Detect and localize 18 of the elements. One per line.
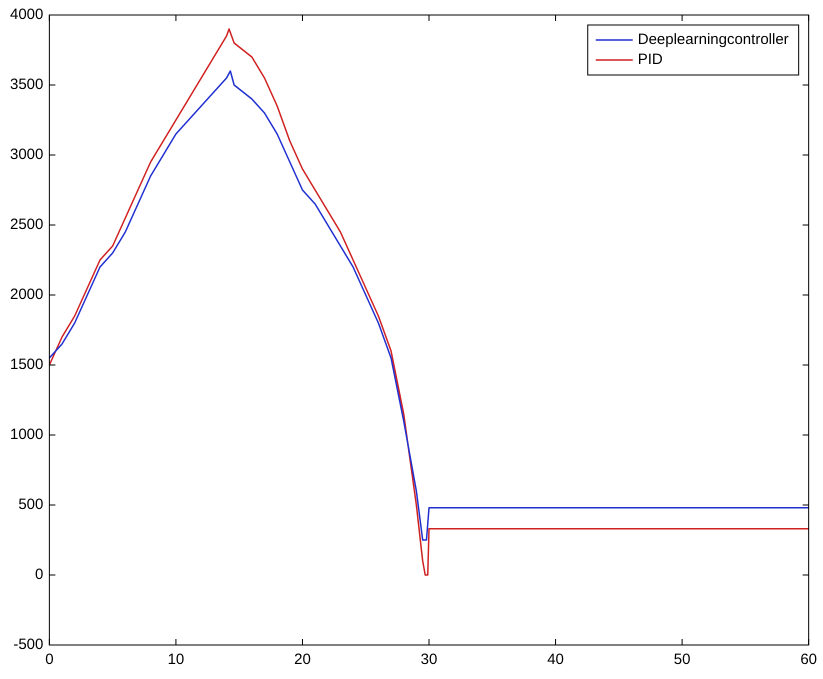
y-tick-label: 500: [18, 496, 44, 514]
y-tick-label: 3000: [10, 146, 44, 164]
y-tick-label: 2500: [10, 216, 44, 234]
y-tick-label: 1500: [10, 356, 44, 374]
y-tick-label: -500: [13, 636, 44, 654]
x-tick-label: 30: [420, 651, 438, 668]
x-tick-label: 10: [168, 651, 184, 668]
legend-label: PID: [638, 51, 663, 68]
x-tick-label: 60: [800, 651, 817, 668]
legend-label: Deeplearningcontroller: [638, 31, 789, 48]
y-tick-label: 0: [35, 566, 44, 584]
x-tick-label: 50: [674, 651, 690, 668]
x-tick-label: 20: [294, 651, 311, 668]
x-tick-label: 40: [547, 651, 564, 668]
y-tick-label: 4000: [10, 6, 44, 24]
y-tick-label: 3500: [10, 76, 44, 94]
y-tick-label: 2000: [10, 286, 44, 304]
y-tick-label: 1000: [10, 426, 44, 444]
